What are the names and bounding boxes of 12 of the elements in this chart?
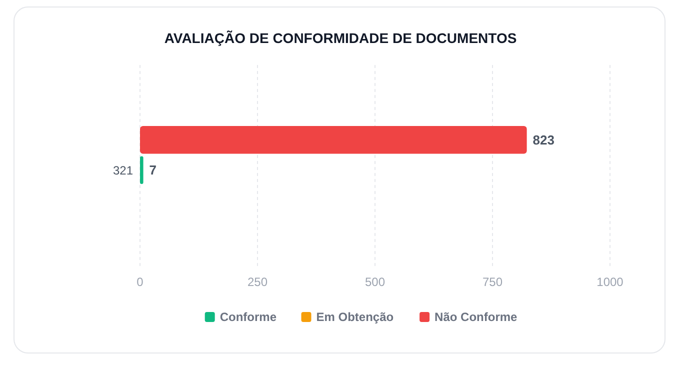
- data-label: 823: [532, 132, 555, 148]
- chart-title: AVALIAÇÃO DE CONFORMIDADE DE DOCUMENTOS: [164, 30, 517, 46]
- x-tick-label: 250: [247, 275, 268, 289]
- x-tick-label: 500: [364, 275, 386, 289]
- legend-label: Conforme: [220, 310, 277, 324]
- y-tick-label: 321: [112, 163, 134, 178]
- legend-label: Não Conforme: [434, 310, 518, 324]
- x-tick-label: 1000: [596, 275, 624, 289]
- data-label: 7: [149, 162, 157, 178]
- x-tick-label: 750: [482, 275, 503, 289]
- legend-label: Em Obtenção: [316, 310, 394, 324]
- x-tick-label: 0: [136, 275, 144, 289]
